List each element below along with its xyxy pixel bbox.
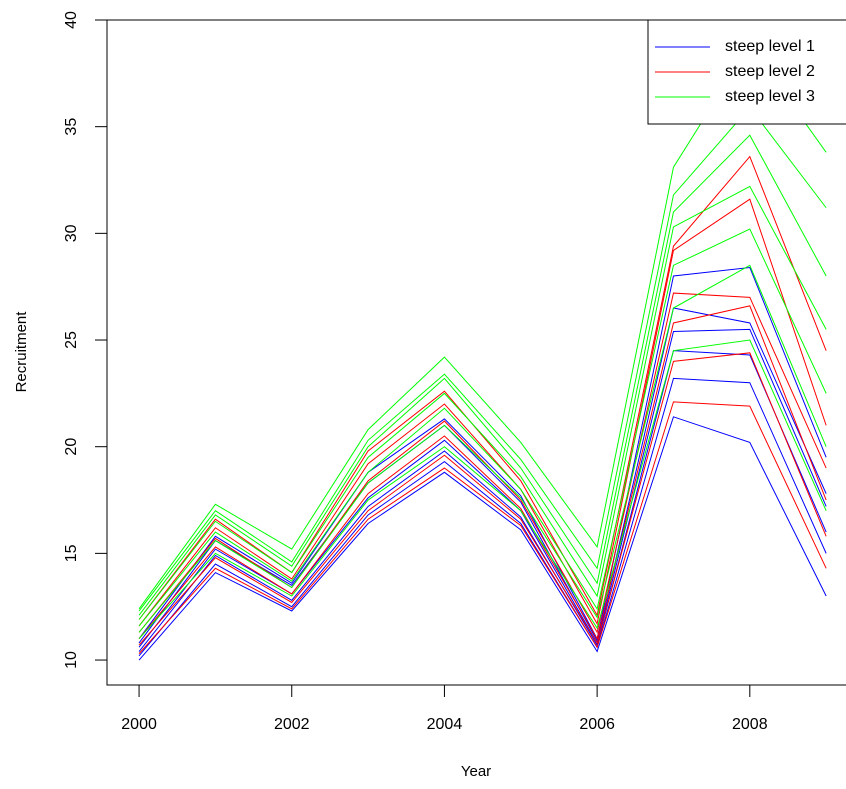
series-line: [138, 292, 827, 634]
y-tick-label: 15: [63, 544, 80, 562]
x-tick-label: 2004: [427, 716, 463, 733]
series-line: [138, 155, 827, 620]
series-line: [138, 350, 827, 652]
series-line: [138, 264, 827, 633]
x-axis-title: Year: [461, 763, 491, 780]
plot-frame: [106, 19, 846, 686]
series-line: [138, 352, 827, 646]
y-tick-label: 25: [63, 331, 80, 349]
legend-label: steep level 2: [725, 63, 815, 80]
y-tick-label: 35: [63, 118, 80, 136]
series-line: [138, 339, 827, 640]
y-tick-label: 40: [63, 11, 80, 29]
series-line: [138, 328, 827, 648]
series-line: [138, 305, 827, 641]
x-tick-label: 2000: [121, 716, 157, 733]
series-line: [138, 44, 827, 610]
y-tick-label: 30: [63, 224, 80, 242]
y-tick-label: 20: [63, 438, 80, 456]
series-line: [138, 228, 827, 627]
y-axis-title: Recruitment: [13, 311, 30, 393]
x-tick-label: 2002: [274, 716, 310, 733]
series-line: [138, 377, 827, 657]
series-line: [138, 416, 827, 661]
series-line: [138, 401, 827, 654]
series-line: [138, 106, 827, 612]
x-tick-label: 2008: [732, 716, 768, 733]
series-line: [138, 185, 827, 620]
y-tick-label: 10: [63, 651, 80, 669]
legend-label: steep level 1: [725, 38, 815, 55]
series-line: [138, 198, 827, 627]
series-line: [138, 266, 827, 641]
legend-label: steep level 3: [725, 88, 815, 105]
series-line: [138, 134, 827, 616]
x-tick-label: 2006: [579, 716, 615, 733]
